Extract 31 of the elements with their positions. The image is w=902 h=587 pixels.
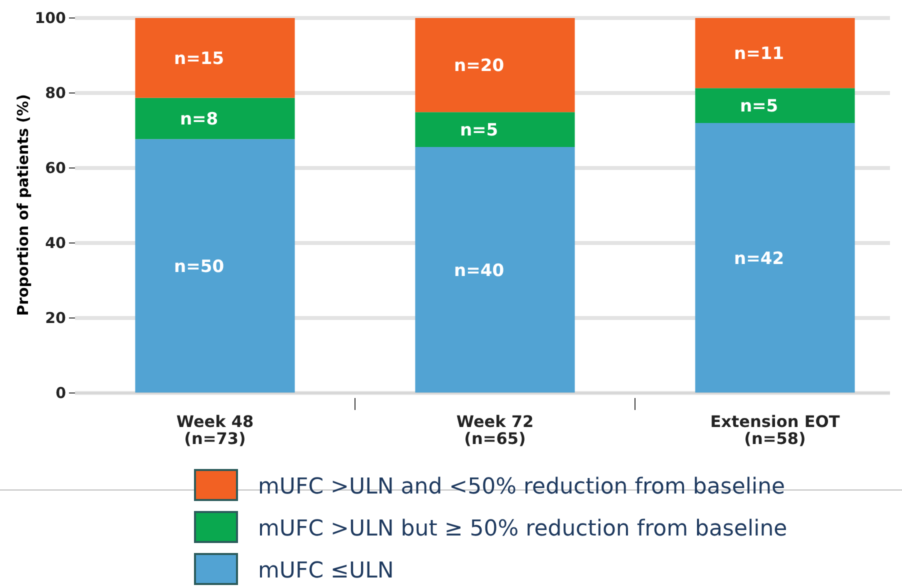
x-tick-label: Week 72 (n=65) (456, 412, 534, 448)
y-tick-label: 80 (45, 84, 66, 102)
y-tick-label: 40 (45, 234, 66, 252)
x-tick-label: Extension EOT (n=58) (710, 412, 840, 448)
legend-label: mUFC ≤ULN (258, 558, 394, 584)
bar (135, 139, 295, 393)
bar (415, 18, 575, 112)
y-tick-label: 60 (45, 158, 66, 177)
annotation: n=5 (740, 96, 778, 117)
bar (695, 18, 855, 88)
x-tick-label: Week 48 (n=73) (176, 412, 254, 448)
annotation: n=15 (174, 48, 224, 69)
legend-label: mUFC >ULN and <50% reduction from baseline (258, 474, 786, 500)
bar (415, 147, 575, 393)
y-tick-label: 100 (34, 8, 66, 27)
annotation: n=5 (460, 120, 498, 141)
annotation: n=40 (454, 260, 504, 281)
annotation: n=8 (180, 109, 218, 130)
y-tick-label: 20 (45, 308, 66, 327)
annotation: n=42 (734, 248, 784, 269)
bar (135, 18, 295, 98)
legend-label: mUFC >ULN but ≥ 50% reduction from baseline (258, 516, 788, 542)
y-tick-label: 0 (56, 384, 66, 402)
y-axis-title: Proportion of patients (%) (14, 94, 32, 316)
bar (695, 123, 855, 393)
annotation: n=11 (734, 44, 784, 64)
bar (695, 88, 855, 123)
bar (135, 98, 295, 140)
annotation: n=50 (174, 257, 224, 278)
annotation: n=20 (454, 56, 504, 76)
bar (415, 112, 575, 147)
